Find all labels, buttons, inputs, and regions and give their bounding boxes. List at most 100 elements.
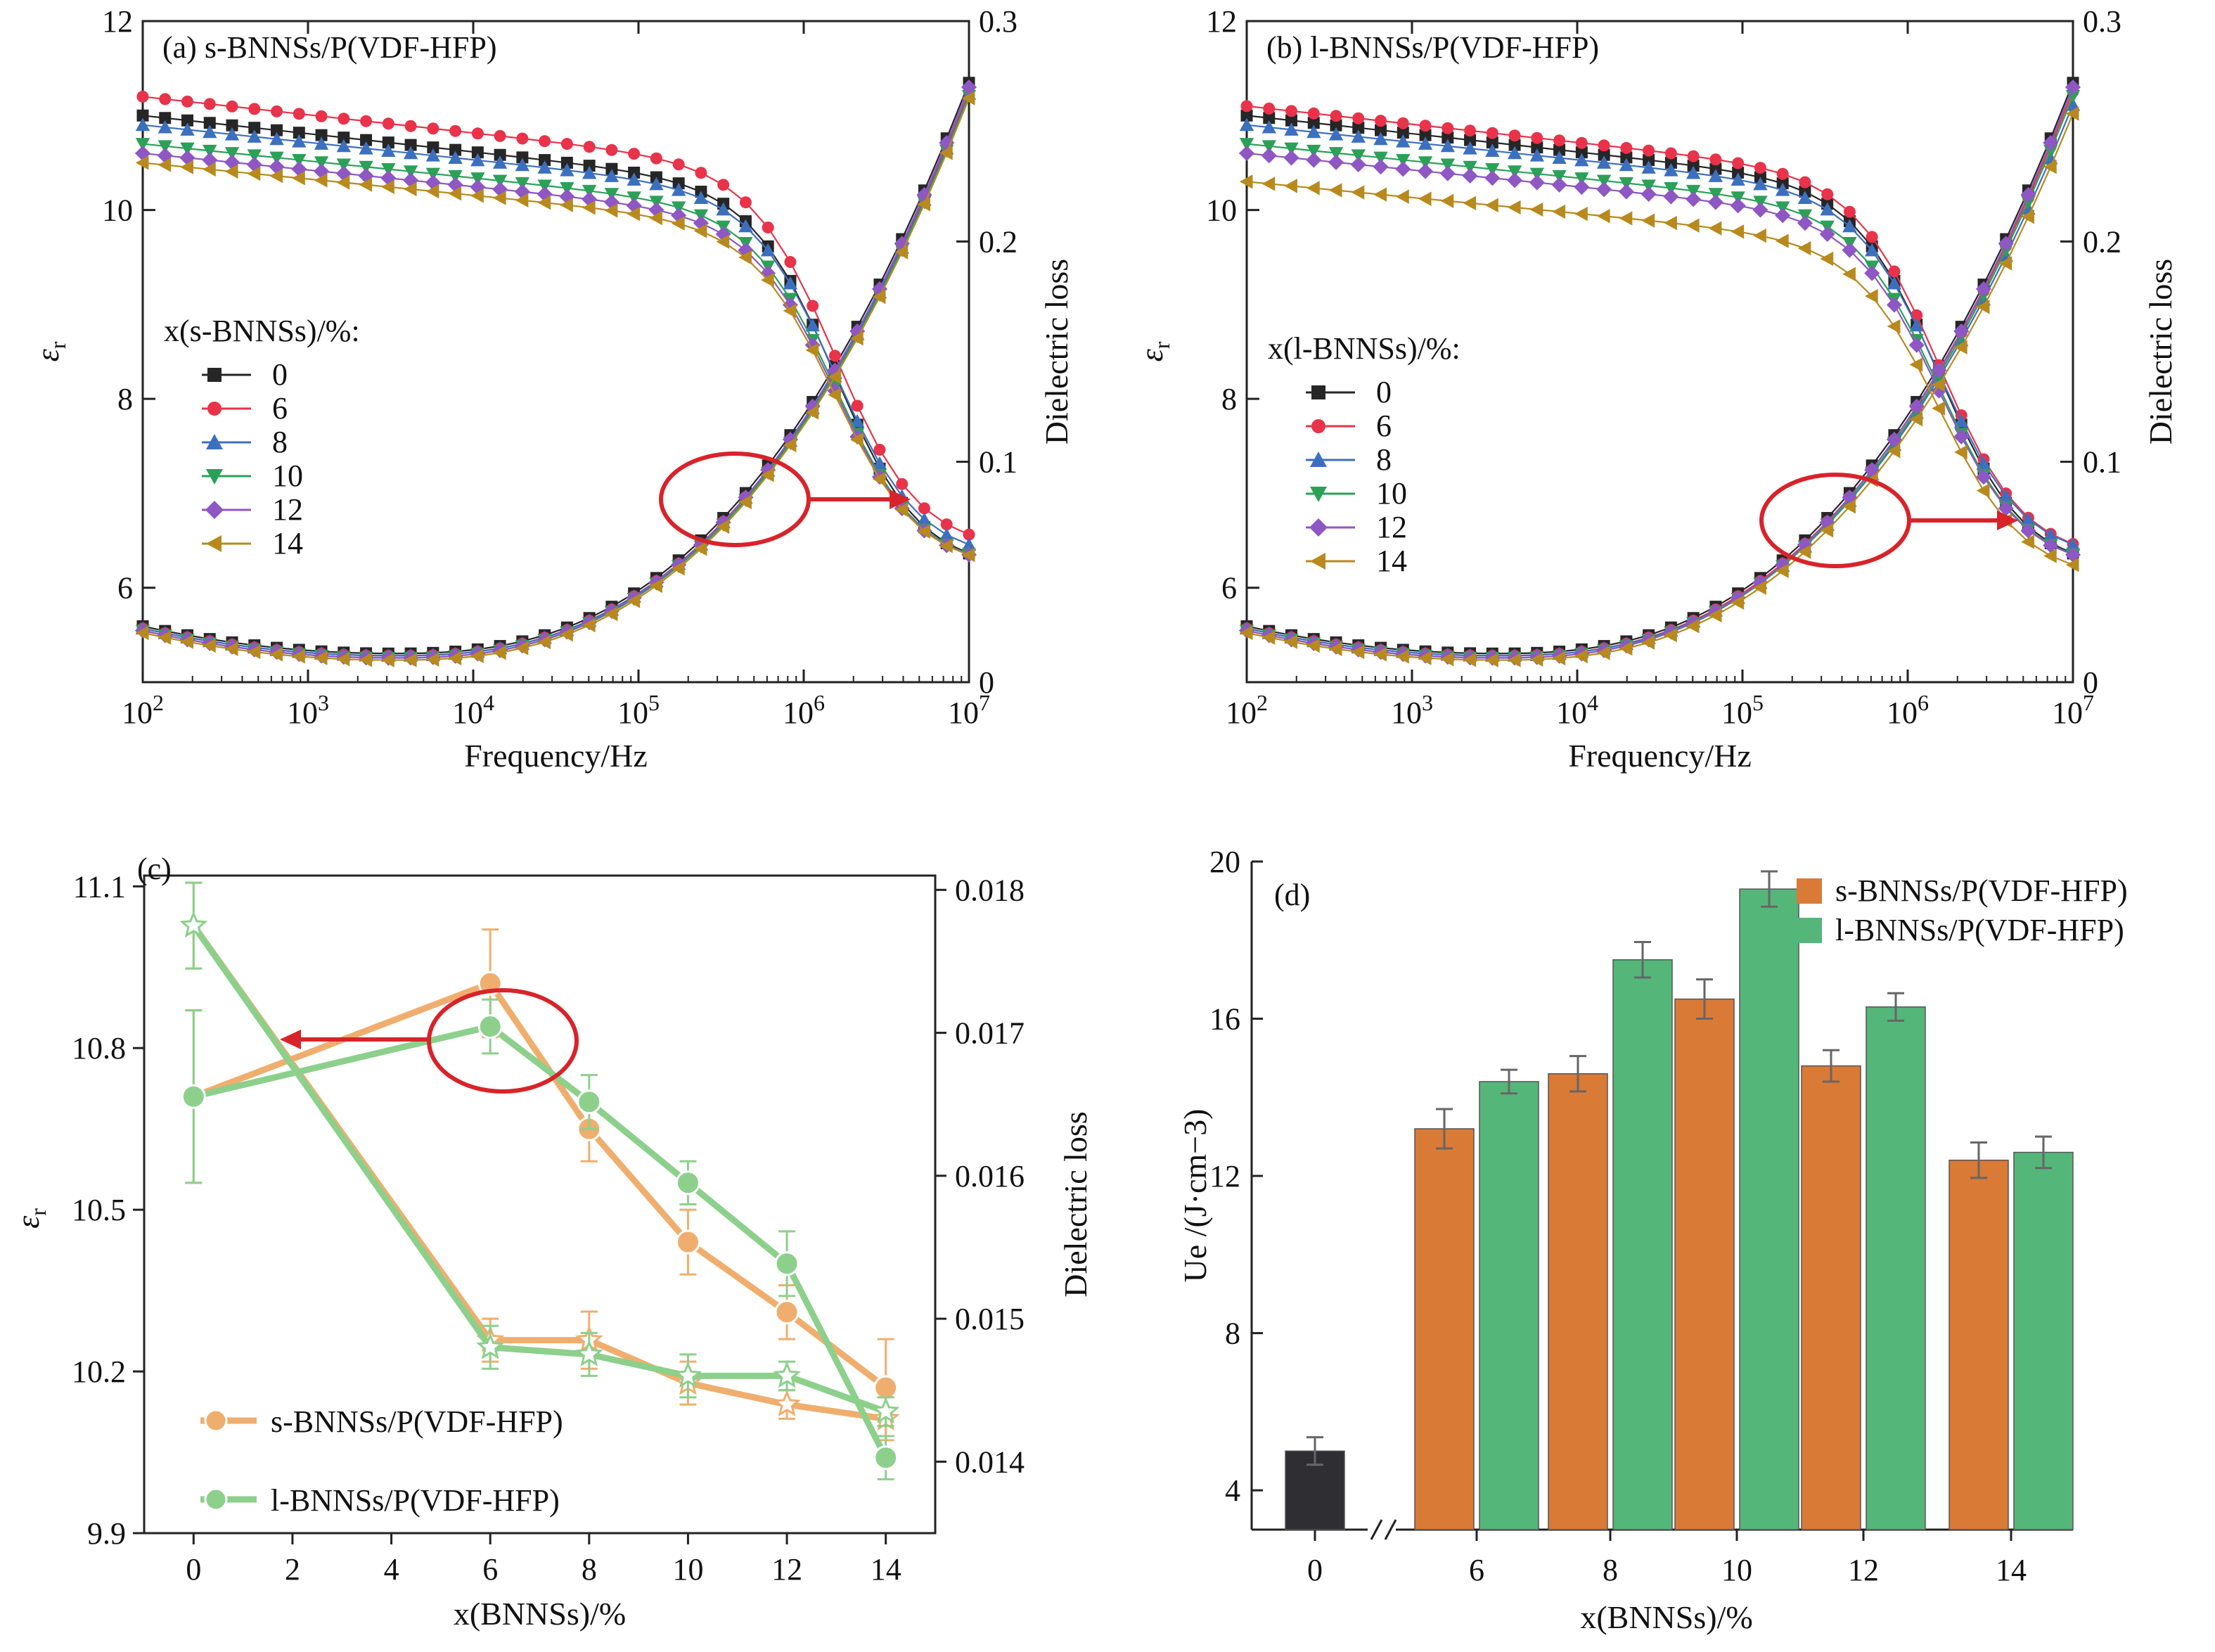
eps-line-10 xyxy=(1246,143,2074,556)
eps-point xyxy=(1821,188,1834,200)
eps-point xyxy=(1531,132,1543,144)
eps-point xyxy=(1375,115,1387,127)
eps-point xyxy=(1641,213,1655,228)
eps-point xyxy=(1397,127,1409,139)
loss-point xyxy=(1708,608,1722,623)
x-tick-label: 106 xyxy=(783,690,825,730)
loss-line xyxy=(191,923,887,1422)
loss-point xyxy=(939,134,955,151)
eps-point xyxy=(448,169,463,184)
legend-label: l-BNNSs/P(VDF-HFP) xyxy=(1835,913,2124,947)
eps-point xyxy=(1485,163,1500,177)
y2-tick-label: 0.1 xyxy=(979,445,1017,480)
eps-point xyxy=(1575,136,1588,149)
y2-axis-label: Dielectric loss xyxy=(2143,259,2178,444)
legend-label: 0 xyxy=(1376,375,1392,409)
loss-point xyxy=(760,468,774,482)
bar-l-bnnss xyxy=(1479,1081,1539,1530)
y-tick-label: 10.5 xyxy=(72,1193,126,1227)
loss-point xyxy=(1529,652,1543,667)
eps-point xyxy=(1328,183,1342,198)
eps-point xyxy=(1373,132,1388,146)
legend-marker xyxy=(206,469,223,485)
eps-point xyxy=(516,132,529,145)
eps-point xyxy=(1240,109,1253,122)
loss-point xyxy=(872,289,886,305)
eps-point xyxy=(1485,143,1500,157)
legend-label: 14 xyxy=(272,526,303,561)
x-tick-label: 0 xyxy=(186,1552,201,1587)
eps-point xyxy=(226,119,238,132)
eps-point xyxy=(894,502,909,518)
loss-point xyxy=(574,1340,603,1366)
eps-point xyxy=(1440,139,1456,153)
eps-point xyxy=(470,172,485,186)
eps-point xyxy=(1686,191,1702,207)
eps-point xyxy=(1263,102,1276,115)
loss-point xyxy=(1574,648,1588,664)
eps-point xyxy=(1328,154,1344,170)
legend-label: s-BNNSs/P(VDF-HFP) xyxy=(1835,873,2128,908)
x-tick-label: 106 xyxy=(1887,690,1929,730)
panel-title: (a) s-BNNSs/P(VDF-HFP) xyxy=(162,30,497,65)
x-tick-label: 4 xyxy=(384,1552,399,1587)
loss-point xyxy=(1507,653,1521,667)
eps-point xyxy=(2021,512,2036,526)
eps-point xyxy=(203,124,217,139)
highlight-ellipse xyxy=(1759,473,1911,568)
loss-point xyxy=(582,617,596,633)
eps-point xyxy=(1418,191,1432,206)
x-tick-label: 12 xyxy=(1848,1553,1879,1587)
y2-tick-label: 0.3 xyxy=(979,4,1017,39)
arrow-head xyxy=(1997,511,2018,530)
loss-point xyxy=(203,638,216,653)
series-8 xyxy=(1239,97,2081,662)
eps-line-10 xyxy=(142,143,970,556)
loss-point xyxy=(470,648,484,664)
eps-point xyxy=(403,181,417,197)
eps-point xyxy=(336,139,352,153)
y-tick-label: 10 xyxy=(1206,193,1237,228)
eps-point xyxy=(404,139,417,151)
eps-point xyxy=(1529,174,1545,191)
eps-point xyxy=(404,120,417,132)
legend-marker xyxy=(207,368,222,382)
eps-point xyxy=(537,195,551,210)
y2-axis-label: Dielectric loss xyxy=(1058,1111,1093,1297)
legend-label: 6 xyxy=(272,391,288,425)
loss-line-8 xyxy=(142,93,970,657)
eps-point xyxy=(784,256,797,269)
eps-point xyxy=(1529,202,1543,217)
loss-point xyxy=(773,1361,801,1388)
loss-point xyxy=(1619,641,1633,656)
eps-point xyxy=(515,177,530,191)
eps-point xyxy=(560,162,574,177)
eps-point xyxy=(1507,200,1521,215)
eps-point xyxy=(1843,205,1856,218)
loss-point xyxy=(674,1361,702,1388)
x-tick-label: 14 xyxy=(871,1552,901,1587)
eps-point xyxy=(157,148,173,164)
x-tick-label: 0 xyxy=(1307,1553,1323,1587)
eps-point xyxy=(649,177,664,191)
eps-point xyxy=(1306,152,1322,168)
series-6 xyxy=(1240,85,2079,662)
eps-point xyxy=(1508,129,1521,142)
eps-point xyxy=(425,148,441,162)
legend-title: x(s-BNNSs)/%: xyxy=(164,314,360,348)
eps-point xyxy=(360,115,373,127)
eps-point xyxy=(1485,198,1498,213)
eps-point xyxy=(1641,179,1656,193)
loss-point xyxy=(649,578,662,594)
loss-point xyxy=(1842,499,1856,514)
eps-point xyxy=(717,179,730,191)
eps-point xyxy=(494,148,506,161)
loss-point xyxy=(1664,628,1677,643)
eps-point xyxy=(1442,122,1454,134)
eps-point xyxy=(1507,172,1523,188)
eps-point xyxy=(675,1170,700,1196)
eps-point xyxy=(1350,156,1366,173)
eps-point xyxy=(939,539,953,553)
loss-point xyxy=(2065,97,2081,111)
eps-point xyxy=(1775,207,1791,224)
